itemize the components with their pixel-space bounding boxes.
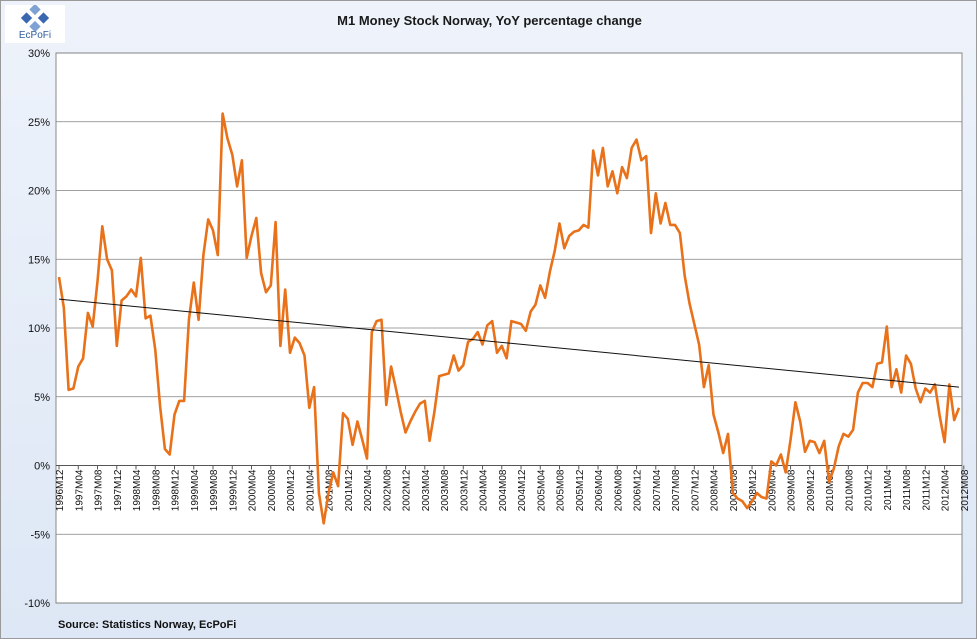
x-tick-label: 2009M08 <box>787 469 798 511</box>
x-tick-label: 2003M04 <box>421 469 432 511</box>
x-tick-label: 1997M08 <box>94 469 105 511</box>
m1-yoy-series-line <box>57 112 961 525</box>
x-tick-label: 1998M08 <box>151 469 162 511</box>
y-tick-label: 0% <box>34 461 50 473</box>
x-tick-label: 2008M04 <box>710 469 721 511</box>
x-tick-label: 2007M12 <box>690 469 701 511</box>
logo-text: EcPoFi <box>18 30 52 41</box>
x-tick-label: 2002M04 <box>363 469 374 511</box>
y-tick-label: -5% <box>30 529 50 541</box>
y-tick-label: 15% <box>28 254 50 266</box>
ecpofi-logo: EcPoFi <box>5 3 65 43</box>
x-tick-label: 1999M08 <box>209 469 220 511</box>
x-tick-label: 2006M04 <box>594 469 605 511</box>
x-tick-label: 2001M12 <box>344 469 355 511</box>
x-tick-label: 2003M12 <box>459 469 470 511</box>
x-tick-label: 2010M04 <box>825 469 836 511</box>
x-tick-label: 2008M12 <box>748 469 759 511</box>
x-tick-label: 2004M08 <box>498 469 509 511</box>
x-tick-label: 2002M12 <box>402 469 413 511</box>
x-tick-label: 2005M08 <box>556 469 567 511</box>
linear-trendline <box>58 298 960 388</box>
y-tick-label: -10% <box>24 598 50 610</box>
x-tick-label: 2010M12 <box>864 469 875 511</box>
x-tick-label: 1997M12 <box>113 469 124 511</box>
x-tick-label: 2007M08 <box>671 469 682 511</box>
x-tick-label: 2006M08 <box>613 469 624 511</box>
x-tick-label: 2011M08 <box>902 469 913 510</box>
x-tick-label: 1998M12 <box>171 469 182 511</box>
x-tick-label: 2000M08 <box>267 469 278 511</box>
x-tick-label: 2007M04 <box>652 469 663 511</box>
x-tick-label: 2009M12 <box>806 469 817 511</box>
x-tick-label: 2008M08 <box>729 469 740 511</box>
x-tick-label: 2001M04 <box>305 469 316 511</box>
x-tick-label: 2012M08 <box>960 469 971 511</box>
x-tick-label: 2000M12 <box>286 469 297 511</box>
y-tick-label: 20% <box>28 186 50 198</box>
x-tick-label: 2005M04 <box>536 469 547 511</box>
x-tick-label: 1996M12 <box>55 469 66 511</box>
y-tick-label: 25% <box>28 117 50 129</box>
y-tick-label: 5% <box>34 392 50 404</box>
x-tick-label: 2009M04 <box>767 469 778 511</box>
x-tick-label: 2004M04 <box>479 469 490 511</box>
x-tick-label: 2006M12 <box>633 469 644 511</box>
y-tick-label: 30% <box>28 48 50 60</box>
x-tick-label: 2011M04 <box>883 469 894 510</box>
x-tick-label: 1998M04 <box>132 469 143 511</box>
y-tick-label: 10% <box>28 323 50 335</box>
x-tick-label: 2005M12 <box>575 469 586 511</box>
ecpofi-logo-icon <box>20 3 50 33</box>
x-tick-label: 2002M08 <box>382 469 393 511</box>
x-tick-label: 1999M04 <box>190 469 201 511</box>
x-tick-label: 1999M12 <box>228 469 239 511</box>
x-tick-label: 2011M12 <box>921 469 932 510</box>
x-tick-label: 2003M08 <box>440 469 451 511</box>
x-tick-label: 1997M04 <box>74 469 85 511</box>
x-tick-label: 2000M04 <box>248 469 259 511</box>
x-tick-label: 2012M04 <box>941 469 952 511</box>
x-tick-label: 2004M12 <box>517 469 528 511</box>
x-tick-label: 2010M08 <box>844 469 855 511</box>
chart-title: M1 Money Stock Norway, YoY percentage ch… <box>337 13 642 28</box>
source-note: Source: Statistics Norway, EcPoFi <box>58 619 237 631</box>
